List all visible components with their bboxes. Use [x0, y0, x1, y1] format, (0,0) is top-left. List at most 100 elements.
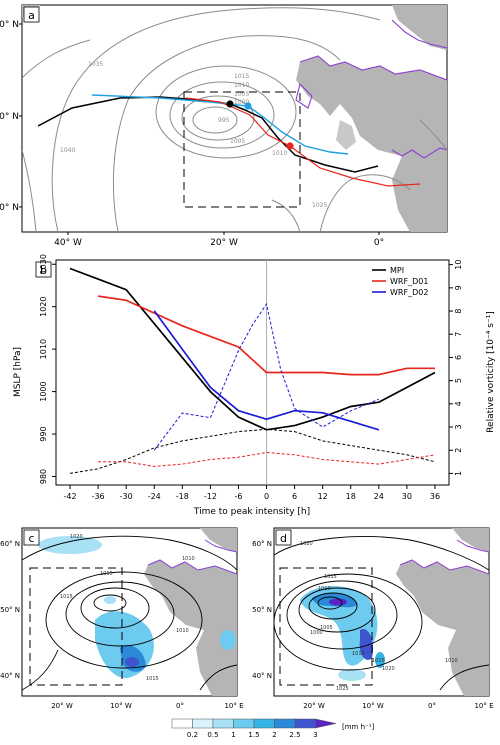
y-tick-label-left: 1000: [39, 381, 48, 401]
precip-colorbar: 0.2 0.5 1 1.5 2 2.5 3 [mm h⁻¹]: [171, 718, 375, 739]
lat-tick-label: 50° N: [252, 606, 272, 614]
panel-c-land: [144, 528, 237, 696]
y-tick-label-right: 9: [454, 285, 463, 290]
x-tick-label: -42: [63, 492, 76, 501]
x-tick-label: -12: [204, 492, 217, 501]
panel-c: 1020 1010 1015 1015 1010 1015 c 60° N 50…: [0, 527, 244, 710]
colorbar-tick-label: 2: [272, 731, 276, 739]
colorbar-swatch: [233, 718, 255, 729]
lat-tick-label: 50° N: [0, 606, 20, 614]
lat-tick-label: 40° N: [0, 203, 19, 213]
panel-b-label: b: [40, 264, 47, 277]
lon-tick-label: 20° W: [210, 238, 238, 248]
x-tick-label: -6: [234, 492, 242, 501]
lat-tick-label: 60° N: [0, 540, 20, 548]
isobar-label: 1020: [382, 666, 395, 672]
lon-tick-label: 0°: [374, 238, 384, 248]
colorbar-tick-label: 3: [313, 731, 317, 739]
isobar-label: 1010: [272, 150, 287, 157]
panel-c-isobars: [22, 535, 237, 691]
legend-label-wrf-d02: WRF_D02: [390, 288, 428, 297]
chart-b-plot: -42 -36 -30 -24 -18 -12 -6 0 6 12 18 24 30 3698099010…: [39, 254, 463, 501]
y-tick-label-left: 1010: [39, 339, 48, 359]
y-tick-label-right: 3: [454, 424, 463, 429]
isobar-label: 1010: [352, 651, 365, 657]
panel-c-lat-axis: 60° N 50° N 40° N: [0, 540, 20, 680]
lat-tick-label: 40° N: [0, 672, 20, 680]
panel-a-label-box: [23, 6, 40, 23]
lon-tick-label: 10° W: [110, 702, 132, 710]
panel-b-legend: MPI WRF_D01 WRF_D02: [372, 266, 428, 297]
panel-d: 1020 1015 1010 1005 1000 1010 1015 1020 …: [252, 527, 494, 710]
panel-a-isobars: [22, 7, 447, 232]
lat-tick-label: 60° N: [0, 20, 19, 30]
y-tick-label-right: 6: [454, 355, 463, 360]
legend-label-mpi: MPI: [390, 266, 404, 275]
panel-d-lat-axis: 60° N 50° N 40° N: [252, 540, 272, 680]
y-tick-label-right: 7: [454, 332, 463, 337]
x-tick-label: -36: [92, 492, 105, 501]
panel-a-label: a: [28, 9, 35, 22]
isobar-label: 1000: [234, 99, 249, 106]
vorticity-line-wrf-d02: [153, 302, 379, 451]
panel-d-label: d: [280, 532, 287, 545]
legend-label-wrf-d01: WRF_D01: [390, 277, 428, 286]
y-tick-label-left: 1030: [39, 254, 48, 274]
peak-marker-wrf-d01: [286, 142, 294, 150]
lon-tick-label: 40° W: [54, 238, 82, 248]
isobar-label: 1015: [100, 571, 113, 577]
panel-a-isobar-labels: 1035 1015 1010 1005 1000 995 1005 1010 1…: [60, 61, 327, 209]
nested-domain-box: [183, 91, 301, 208]
colorbar-swatches: [171, 718, 337, 729]
vorticity-line-wrf-d01: [98, 451, 436, 467]
y-tick-label-right: 2: [454, 448, 463, 453]
isobar-label: 1015: [234, 73, 249, 80]
x-tick-label: 36: [430, 492, 440, 501]
mslp-line-mpi: [69, 267, 436, 431]
x-axis-title: Time to peak intensity [h]: [193, 507, 310, 517]
isobar-label: 1020: [70, 534, 83, 540]
x-tick-label: 30: [402, 492, 412, 501]
lat-tick-label: 40° N: [252, 672, 272, 680]
isobar-label: 1020: [300, 541, 313, 547]
colorbar-swatch: [294, 718, 316, 729]
y-tick-label-left: 1020: [39, 297, 48, 317]
panel-d-coast: [399, 539, 489, 575]
isobar-label: 1010: [445, 658, 458, 664]
lon-tick-label: 10° W: [362, 702, 384, 710]
lon-tick-label: 20° W: [51, 702, 73, 710]
y-axis-left-title: MSLP [hPa]: [13, 347, 23, 397]
isobar-label: 1035: [88, 61, 103, 68]
y-tick-label-right: 5: [454, 378, 463, 383]
peak-marker-wrf-d02: [244, 102, 252, 110]
lat-tick-label: 60° N: [252, 540, 272, 548]
colorbar-swatch: [192, 718, 214, 729]
panel-c-coast: [147, 539, 237, 575]
isobar-label: 1010: [182, 556, 195, 562]
nested-domain-box: [279, 567, 373, 686]
panel-a-lat-axis: 60° N 50° N 40° N: [0, 20, 22, 213]
lon-tick-label: 10° E: [224, 702, 243, 710]
isobar-label: 1040: [60, 147, 75, 154]
colorbar-tick-label: 0.5: [207, 731, 218, 739]
x-tick-label: 12: [318, 492, 328, 501]
panel-d-lon-axis: 20° W 10° W 0° 10° E: [303, 702, 493, 710]
colorbar-swatch: [212, 718, 234, 729]
panel-d-isobar-labels: 1020 1015 1010 1005 1000 1010 1015 1020 …: [300, 541, 458, 692]
colorbar-tick-label: 2.5: [289, 731, 300, 739]
y-tick-label-left: 990: [39, 426, 48, 441]
mslp-line-wrf-d02: [153, 310, 380, 431]
x-tick-label: 18: [346, 492, 356, 501]
lon-tick-label: 0°: [428, 702, 436, 710]
isobar-label: 1005: [234, 91, 249, 98]
y-tick-label-right: 4: [454, 401, 463, 406]
x-tick-label: 6: [292, 492, 297, 501]
panel-b-label-box: [35, 261, 52, 278]
x-tick-label: 0: [264, 492, 269, 501]
isobar-label: 1015: [372, 658, 385, 664]
isobar-label: 1025: [312, 202, 327, 209]
colorbar-tick-label: 1: [231, 731, 235, 739]
panel-c-precip: [38, 536, 236, 679]
vorticity-line-mpi: [69, 428, 436, 474]
y-tick-label-right: 10: [454, 260, 463, 270]
